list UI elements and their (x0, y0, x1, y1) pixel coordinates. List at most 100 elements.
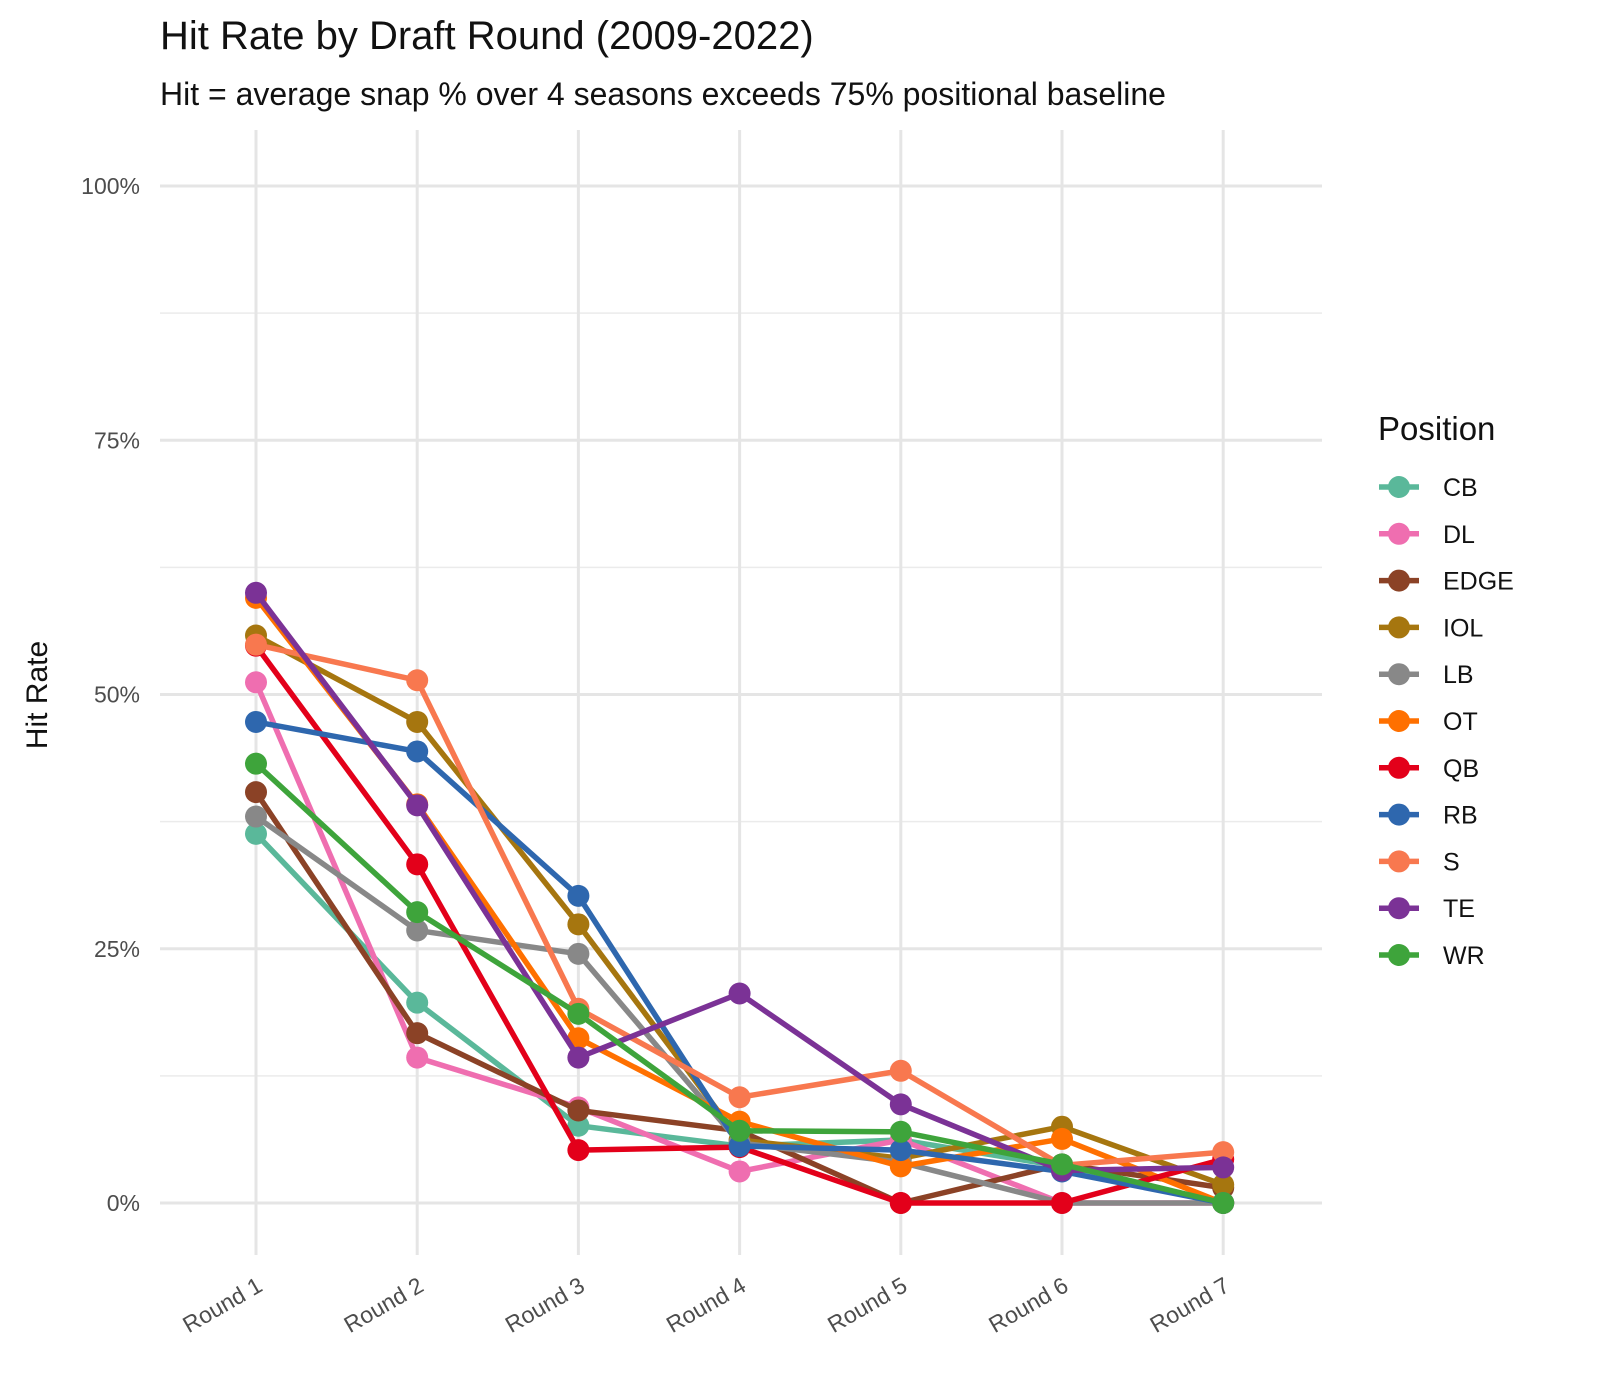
data-point-cb (245, 822, 267, 845)
legend-label: EDGE (1443, 568, 1514, 596)
x-tick-label: Round 1 (178, 1272, 266, 1338)
x-tick-label: Round 5 (823, 1272, 911, 1338)
data-point-dl (245, 671, 267, 694)
data-point-cb (567, 1114, 590, 1137)
legend-label: DL (1443, 521, 1475, 549)
data-point-dl (728, 1160, 751, 1183)
legend-label: RB (1443, 802, 1478, 830)
chart-title: Hit Rate by Draft Round (2009-2022) (160, 14, 814, 58)
legend-key-point (1388, 803, 1410, 826)
y-tick-label: 0% (107, 1190, 140, 1216)
series-group (245, 581, 1235, 1214)
data-point-ot (567, 1027, 590, 1050)
data-point-te (406, 794, 429, 817)
data-point-iol (1212, 1173, 1235, 1196)
legend-item-dl: DL (1379, 521, 1475, 549)
data-point-cb (406, 991, 429, 1014)
legend-item-qb: QB (1379, 755, 1479, 783)
data-point-rb (889, 1139, 912, 1162)
legend-key-point (1388, 663, 1410, 686)
legend-item-ot: OT (1379, 708, 1478, 736)
data-point-iol (567, 913, 590, 936)
legend-key-point (1388, 850, 1410, 873)
x-tick-label: Round 4 (662, 1272, 750, 1338)
data-point-te (245, 581, 267, 604)
data-point-ot (889, 1155, 912, 1178)
data-point-qb (889, 1192, 912, 1214)
data-point-s (889, 1059, 912, 1082)
x-axis-ticks: Round 1 Round 2 Round 3 Round 4 Round 5 Round… (178, 1272, 1234, 1338)
legend-title: Position (1378, 410, 1495, 447)
data-point-qb (1051, 1192, 1073, 1214)
legend: Position CB DL EDGE IOL LB OT QB RB S TE WR (1378, 410, 1514, 970)
data-point-s (245, 633, 267, 656)
data-point-wr (728, 1119, 751, 1142)
legend-label: TE (1443, 895, 1475, 923)
data-point-ot (1051, 1127, 1073, 1150)
legend-item-iol: IOL (1379, 614, 1483, 642)
series-wr (245, 752, 1235, 1214)
data-point-wr (245, 752, 267, 775)
data-point-lb (567, 942, 590, 965)
legend-item-cb: CB (1379, 474, 1478, 502)
x-tick-label: Round 6 (984, 1272, 1072, 1338)
y-tick-label: 75% (94, 427, 140, 453)
data-point-wr (1051, 1153, 1073, 1176)
y-axis-label: Hit Rate (21, 641, 54, 749)
legend-label: CB (1443, 474, 1478, 502)
data-point-te (728, 982, 751, 1005)
data-point-s (406, 669, 429, 692)
legend-item-rb: RB (1379, 802, 1478, 830)
legend-label: QB (1443, 755, 1479, 783)
data-point-rb (728, 1135, 751, 1158)
data-point-qb (406, 853, 429, 876)
legend-label: LB (1443, 661, 1474, 689)
legend-item-lb: LB (1379, 661, 1474, 689)
data-point-lb (245, 805, 267, 828)
data-point-te (567, 1046, 590, 1069)
legend-item-edge: EDGE (1379, 568, 1514, 596)
data-point-rb (406, 740, 429, 763)
y-tick-label: 50% (94, 682, 140, 708)
data-point-wr (567, 1002, 590, 1025)
legend-label: WR (1443, 942, 1485, 970)
data-point-edge (567, 1099, 590, 1122)
data-point-s (728, 1086, 751, 1109)
grid (160, 130, 1322, 1255)
x-tick-label: Round 7 (1145, 1272, 1233, 1338)
data-point-s (1212, 1141, 1235, 1164)
legend-key-point (1388, 569, 1410, 592)
y-tick-label: 100% (81, 173, 140, 199)
x-tick-label: Round 3 (501, 1272, 589, 1338)
legend-item-wr: WR (1379, 942, 1485, 970)
legend-label: IOL (1443, 614, 1483, 642)
legend-key-point (1388, 897, 1410, 920)
data-point-edge (245, 781, 267, 804)
legend-key-point (1388, 522, 1410, 545)
x-tick-label: Round 2 (339, 1272, 427, 1338)
legend-label: OT (1443, 708, 1478, 736)
legend-key-point (1388, 616, 1410, 639)
y-axis-ticks: 0% 25% 50% 75% 100% (81, 173, 140, 1216)
data-point-wr (1212, 1192, 1235, 1214)
data-point-rb (245, 710, 267, 733)
data-point-dl (406, 1046, 429, 1069)
data-point-rb (567, 884, 590, 907)
legend-item-te: TE (1379, 895, 1475, 923)
chart-subtitle: Hit = average snap % over 4 seasons exce… (160, 76, 1166, 112)
legend-key-point (1388, 944, 1410, 966)
y-tick-label: 25% (94, 936, 140, 962)
data-point-lb (406, 919, 429, 942)
data-point-qb (567, 1139, 590, 1162)
legend-label: S (1443, 848, 1460, 876)
data-point-edge (406, 1022, 429, 1045)
legend-key-point (1388, 476, 1410, 498)
data-point-wr (406, 901, 429, 924)
data-point-iol (406, 710, 429, 733)
legend-item-s: S (1379, 848, 1460, 876)
legend-key-point (1388, 710, 1410, 732)
data-point-te (889, 1093, 912, 1116)
legend-key-point (1388, 756, 1410, 779)
data-point-wr (889, 1120, 912, 1143)
